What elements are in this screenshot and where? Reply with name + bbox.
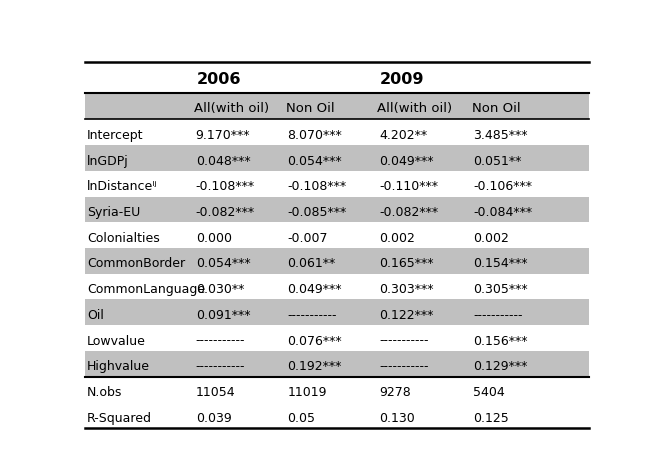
Text: 0.154***: 0.154*** <box>473 257 528 270</box>
Text: 0.061**: 0.061** <box>287 257 336 270</box>
Text: 2006: 2006 <box>196 72 241 87</box>
Text: 0.076***: 0.076*** <box>287 334 342 347</box>
FancyBboxPatch shape <box>85 248 589 274</box>
Text: 8.070***: 8.070*** <box>287 129 342 141</box>
FancyBboxPatch shape <box>85 326 589 351</box>
Text: 0.039: 0.039 <box>196 411 231 424</box>
Text: 0.049***: 0.049*** <box>379 154 434 167</box>
FancyBboxPatch shape <box>85 146 589 171</box>
Text: All(with oil): All(with oil) <box>194 102 269 115</box>
Text: Non Oil: Non Oil <box>472 102 520 115</box>
Text: 0.156***: 0.156*** <box>473 334 528 347</box>
Text: 0.165***: 0.165*** <box>379 257 434 270</box>
Text: 0.05: 0.05 <box>287 411 315 424</box>
Text: 4.202**: 4.202** <box>379 129 427 141</box>
Text: 0.049***: 0.049*** <box>287 282 342 296</box>
FancyBboxPatch shape <box>85 63 589 94</box>
Text: 0.002: 0.002 <box>473 231 509 244</box>
Text: lnDistanceᴵʲ: lnDistanceᴵʲ <box>87 180 158 193</box>
FancyBboxPatch shape <box>85 274 589 300</box>
Text: 0.192***: 0.192*** <box>287 359 342 372</box>
Text: -----------: ----------- <box>196 359 245 372</box>
Text: 0.054***: 0.054*** <box>287 154 342 167</box>
Text: 0.303***: 0.303*** <box>379 282 434 296</box>
Text: lnGDPj: lnGDPj <box>87 154 129 167</box>
Text: Non Oil: Non Oil <box>286 102 334 115</box>
Text: 0.305***: 0.305*** <box>473 282 528 296</box>
Text: -0.082***: -0.082*** <box>379 206 438 218</box>
FancyBboxPatch shape <box>85 223 589 248</box>
Text: -0.082***: -0.082*** <box>196 206 255 218</box>
Text: 11054: 11054 <box>196 385 235 398</box>
FancyBboxPatch shape <box>85 300 589 326</box>
Text: -----------: ----------- <box>196 334 245 347</box>
FancyBboxPatch shape <box>85 171 589 197</box>
Text: 0.130: 0.130 <box>379 411 415 424</box>
Text: CommonBorder: CommonBorder <box>87 257 185 270</box>
Text: N.obs: N.obs <box>87 385 123 398</box>
Text: 3.485***: 3.485*** <box>473 129 528 141</box>
Text: 0.002: 0.002 <box>379 231 415 244</box>
FancyBboxPatch shape <box>85 120 589 146</box>
Text: 5404: 5404 <box>473 385 505 398</box>
Text: Oil: Oil <box>87 308 104 321</box>
Text: 0.051**: 0.051** <box>473 154 522 167</box>
Text: -0.110***: -0.110*** <box>379 180 438 193</box>
Text: 0.054***: 0.054*** <box>196 257 250 270</box>
Text: 0.048***: 0.048*** <box>196 154 250 167</box>
Text: -0.084***: -0.084*** <box>473 206 532 218</box>
Text: 9.170***: 9.170*** <box>196 129 250 141</box>
Text: -0.108***: -0.108*** <box>196 180 255 193</box>
Text: -----------: ----------- <box>379 334 428 347</box>
Text: Highvalue: Highvalue <box>87 359 150 372</box>
FancyBboxPatch shape <box>85 377 589 402</box>
Text: 0.122***: 0.122*** <box>379 308 434 321</box>
Text: Lowvalue: Lowvalue <box>87 334 146 347</box>
Text: -----------: ----------- <box>473 308 523 321</box>
Text: Syria-EU: Syria-EU <box>87 206 141 218</box>
FancyBboxPatch shape <box>85 94 589 120</box>
Text: Colonialties: Colonialties <box>87 231 160 244</box>
Text: -0.108***: -0.108*** <box>287 180 346 193</box>
Text: All(with oil): All(with oil) <box>377 102 453 115</box>
FancyBboxPatch shape <box>85 197 589 223</box>
Text: 0.129***: 0.129*** <box>473 359 528 372</box>
Text: 9278: 9278 <box>379 385 411 398</box>
Text: 11019: 11019 <box>287 385 327 398</box>
Text: 0.030**: 0.030** <box>196 282 244 296</box>
Text: -0.007: -0.007 <box>287 231 328 244</box>
Text: -0.106***: -0.106*** <box>473 180 532 193</box>
Text: R-Squared: R-Squared <box>87 411 152 424</box>
Text: 0.000: 0.000 <box>196 231 232 244</box>
FancyBboxPatch shape <box>85 351 589 377</box>
Text: CommonLanguage: CommonLanguage <box>87 282 206 296</box>
Text: -----------: ----------- <box>379 359 428 372</box>
Text: -0.085***: -0.085*** <box>287 206 347 218</box>
Text: Intercept: Intercept <box>87 129 144 141</box>
Text: -----------: ----------- <box>287 308 337 321</box>
FancyBboxPatch shape <box>85 402 589 428</box>
Text: 0.125: 0.125 <box>473 411 509 424</box>
Text: 2009: 2009 <box>380 72 424 87</box>
Text: 0.091***: 0.091*** <box>196 308 250 321</box>
